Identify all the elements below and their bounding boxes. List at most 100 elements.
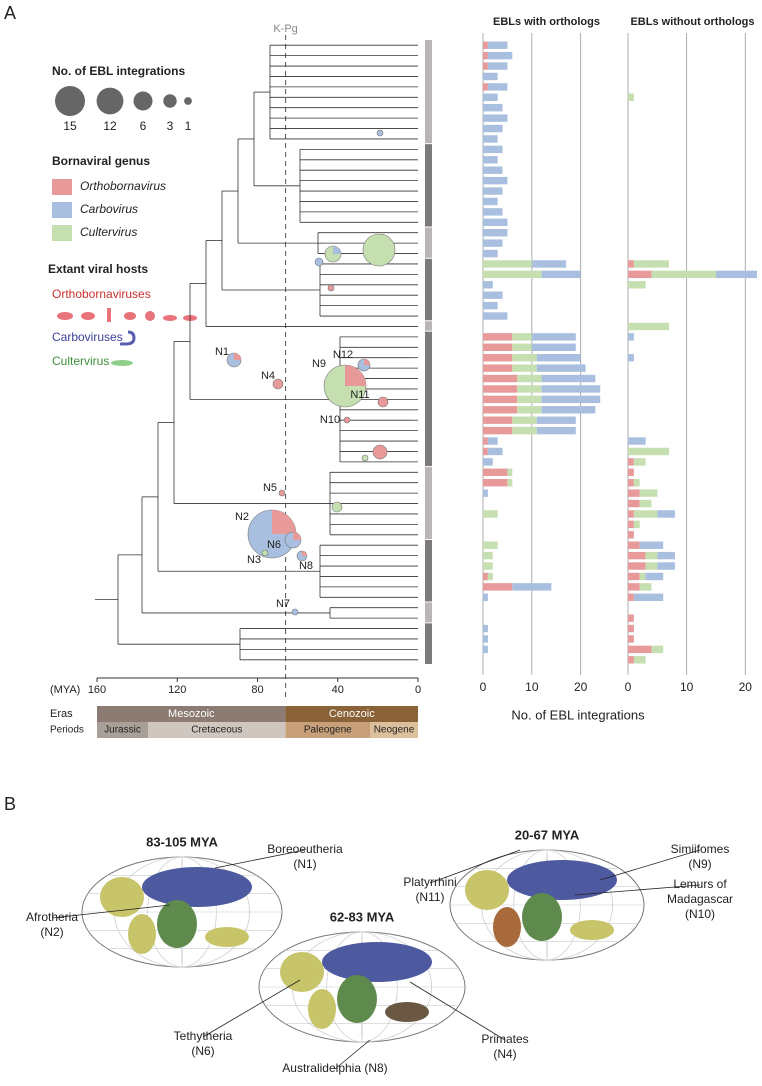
clade-bar: [425, 227, 432, 258]
continent: [128, 914, 156, 954]
bar: [483, 562, 493, 570]
bar: [657, 562, 675, 570]
legend-label: Carbovirus: [80, 202, 138, 216]
size-legend-circle: [184, 97, 192, 105]
bar: [517, 385, 542, 393]
chart-title: EBLs with orthologs: [493, 16, 600, 28]
bar: [483, 114, 508, 122]
node-label: N10: [320, 414, 340, 426]
bar: [536, 416, 576, 424]
bar: [628, 624, 634, 633]
clade-bar: [425, 467, 432, 539]
x-tick-label: 0: [415, 684, 421, 696]
bar: [628, 93, 634, 101]
bar: [639, 541, 664, 549]
node-pie-slice: [302, 551, 307, 556]
bar: [483, 51, 488, 60]
bar: [483, 62, 488, 70]
bar: [633, 656, 646, 664]
continent: [522, 893, 562, 941]
bar: [483, 572, 488, 581]
map: [258, 931, 466, 1043]
period-label: Neogene: [374, 725, 415, 736]
bar: [628, 333, 634, 341]
node-pie: [372, 444, 388, 460]
size-legend-label: 1: [185, 119, 192, 133]
bar: [628, 656, 634, 664]
bar: [628, 562, 646, 570]
x-axis-label: No. of EBL integrations: [511, 707, 645, 722]
continent: [205, 927, 249, 947]
bar: [483, 551, 493, 560]
bar: [483, 333, 513, 341]
node-pie: [291, 608, 299, 616]
node-label: N5: [263, 482, 277, 494]
node-pie: [314, 257, 324, 267]
continent: [385, 1002, 429, 1022]
bar: [628, 614, 634, 622]
node-pie-slice: [345, 365, 366, 386]
node-label: N9: [312, 358, 326, 370]
bar: [483, 229, 508, 237]
bar: [483, 291, 503, 299]
period: [285, 722, 370, 738]
bar: [483, 145, 503, 154]
map-label: Afrotheria: [26, 910, 78, 924]
bar: [628, 322, 670, 331]
node-pie: [361, 454, 369, 462]
bar: [483, 208, 503, 216]
period-label: Paleogene: [304, 725, 352, 736]
map: [81, 856, 283, 968]
bar: [483, 93, 498, 101]
node-label: N2: [235, 511, 249, 523]
leader: [574, 884, 701, 896]
size-legend-label: 12: [103, 119, 117, 133]
bar: [483, 416, 513, 424]
bar: [628, 572, 640, 581]
bar: [483, 187, 503, 195]
node-label: N11: [350, 389, 369, 401]
bar: [483, 541, 498, 549]
bar: [633, 260, 670, 268]
bar: [651, 645, 664, 654]
node-pie: [327, 284, 335, 292]
bar: [483, 489, 488, 497]
continent: [465, 870, 509, 910]
node-pie: [272, 378, 284, 390]
map-label: (N9): [688, 857, 711, 871]
bar: [483, 510, 498, 518]
bar: [507, 468, 513, 476]
bar: [483, 166, 503, 174]
clade-bar: [425, 258, 432, 321]
node-pie-slice: [234, 353, 241, 360]
bar: [512, 583, 552, 591]
bar: [628, 447, 670, 456]
continent: [493, 907, 521, 947]
map-label: Australidelphia (N8): [282, 1061, 387, 1075]
panel-label: B: [4, 794, 16, 814]
bar: [628, 499, 640, 508]
bar: [483, 385, 518, 393]
map-label: (N10): [685, 907, 715, 921]
leader: [214, 849, 306, 869]
bar: [487, 62, 508, 70]
row-label: Eras: [50, 708, 73, 720]
node-pie: [278, 489, 286, 497]
bar: [628, 270, 652, 279]
bar: [483, 447, 488, 456]
bar: [633, 593, 664, 601]
bar: [483, 343, 513, 351]
bar: [628, 437, 646, 445]
legend-title: Bornaviral genus: [52, 154, 150, 168]
bar: [715, 270, 757, 279]
leader: [409, 981, 506, 1041]
bar: [628, 541, 640, 549]
size-legend-circle: [55, 86, 85, 116]
map-label: Simiifomes: [671, 842, 730, 856]
node-label: N3: [247, 554, 261, 566]
bar: [628, 260, 634, 268]
bar: [483, 406, 518, 414]
bar: [483, 374, 518, 383]
map-label: Primates: [481, 1032, 528, 1046]
continent: [322, 942, 432, 982]
